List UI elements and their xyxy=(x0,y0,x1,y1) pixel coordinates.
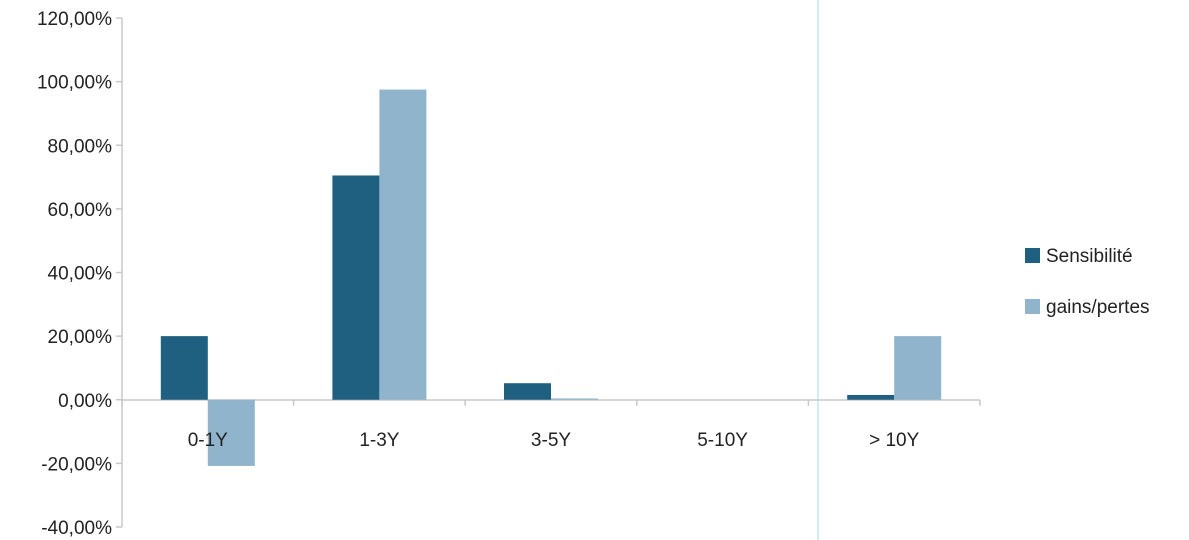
bar xyxy=(160,336,208,400)
legend-swatch xyxy=(1025,248,1040,263)
y-axis-ticks: 120,00% 100,00% 80,00% 60,00% 40,00% 20,00% 0,… xyxy=(37,9,122,539)
x-category-label: 3-5Y xyxy=(531,430,571,451)
legend-label: Sensibilité xyxy=(1046,246,1133,267)
legend-label: gains/pertes xyxy=(1046,297,1150,318)
y-tick-label: 100,00% xyxy=(37,73,112,94)
legend-swatch xyxy=(1025,299,1040,314)
bar xyxy=(207,399,255,466)
y-tick-label: 40,00% xyxy=(48,264,113,285)
x-category-label: > 10Y xyxy=(869,430,920,451)
bar xyxy=(894,336,942,400)
x-axis-labels: 0-1Y 1-3Y 3-5Y 5-10Y > 10Y xyxy=(121,399,981,451)
y-tick-label: 80,00% xyxy=(48,136,113,157)
bar xyxy=(332,175,380,400)
bar xyxy=(379,89,427,400)
x-category-label: 5-10Y xyxy=(697,430,748,451)
y-tick-label: 120,00% xyxy=(37,9,112,30)
y-tick-label: 60,00% xyxy=(48,200,113,221)
x-category-label: 1-3Y xyxy=(359,430,399,451)
y-tick-label: 0,00% xyxy=(58,391,112,412)
legend: Sensibilité gains/pertes xyxy=(1025,246,1150,318)
bar xyxy=(551,398,598,400)
bar xyxy=(504,383,551,400)
bars-group xyxy=(160,89,942,466)
x-category-label: 0-1Y xyxy=(188,430,228,451)
y-tick-label: -40,00% xyxy=(41,518,112,539)
bar xyxy=(847,394,895,400)
y-tick-label: 20,00% xyxy=(48,327,113,348)
y-tick-label: -20,00% xyxy=(41,454,112,475)
